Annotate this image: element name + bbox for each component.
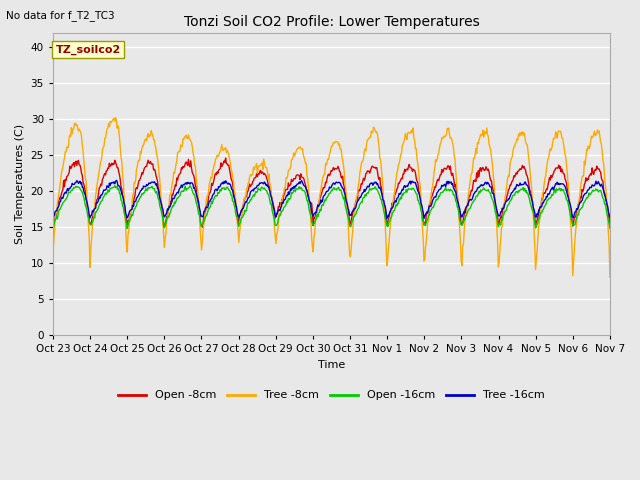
Tree -8cm: [117, 154, 125, 160]
Open -8cm: [173, 177, 181, 183]
Tree -16cm: [173, 189, 181, 195]
Y-axis label: Soil Temperatures (C): Soil Temperatures (C): [15, 124, 25, 244]
Tree -16cm: [117, 188, 125, 193]
Tree -16cm: [113, 178, 120, 183]
Open -8cm: [124, 225, 131, 231]
Tree -16cm: [59, 195, 67, 201]
Tree -8cm: [59, 164, 67, 170]
Open -16cm: [175, 195, 182, 201]
Tree -16cm: [203, 205, 211, 211]
Line: Tree -16cm: Tree -16cm: [53, 180, 610, 219]
Open -8cm: [59, 187, 67, 192]
Tree -8cm: [606, 274, 614, 280]
Tree -8cm: [112, 115, 120, 120]
Tree -16cm: [400, 184, 408, 190]
Tree -8cm: [173, 150, 181, 156]
Tree -16cm: [416, 195, 424, 201]
Open -16cm: [111, 183, 118, 189]
Tree -8cm: [203, 194, 211, 200]
Open -8cm: [417, 197, 425, 203]
Tree -16cm: [606, 215, 614, 221]
Tree -8cm: [49, 253, 57, 259]
Text: TZ_soilco2: TZ_soilco2: [56, 45, 121, 55]
Open -16cm: [49, 224, 57, 230]
Line: Open -16cm: Open -16cm: [53, 186, 610, 228]
Open -16cm: [124, 226, 131, 231]
Legend: Open -8cm, Tree -8cm, Open -16cm, Tree -16cm: Open -8cm, Tree -8cm, Open -16cm, Tree -…: [114, 386, 549, 405]
Open -16cm: [59, 200, 67, 206]
Title: Tonzi Soil CO2 Profile: Lower Temperatures: Tonzi Soil CO2 Profile: Lower Temperatur…: [184, 15, 479, 29]
Open -8cm: [116, 177, 124, 182]
Tree -16cm: [49, 216, 57, 222]
Tree -8cm: [416, 182, 424, 188]
Open -16cm: [117, 197, 125, 203]
Open -8cm: [401, 167, 408, 172]
Open -16cm: [204, 209, 212, 215]
Open -16cm: [606, 226, 614, 231]
X-axis label: Time: Time: [318, 360, 345, 370]
Line: Tree -8cm: Tree -8cm: [53, 118, 610, 277]
Open -8cm: [606, 221, 614, 227]
Open -8cm: [203, 202, 211, 208]
Open -8cm: [222, 155, 230, 161]
Line: Open -8cm: Open -8cm: [53, 158, 610, 228]
Open -8cm: [49, 225, 57, 231]
Open -16cm: [401, 190, 408, 195]
Text: No data for f_T2_TC3: No data for f_T2_TC3: [6, 10, 115, 21]
Tree -8cm: [400, 139, 408, 144]
Open -16cm: [417, 207, 425, 213]
